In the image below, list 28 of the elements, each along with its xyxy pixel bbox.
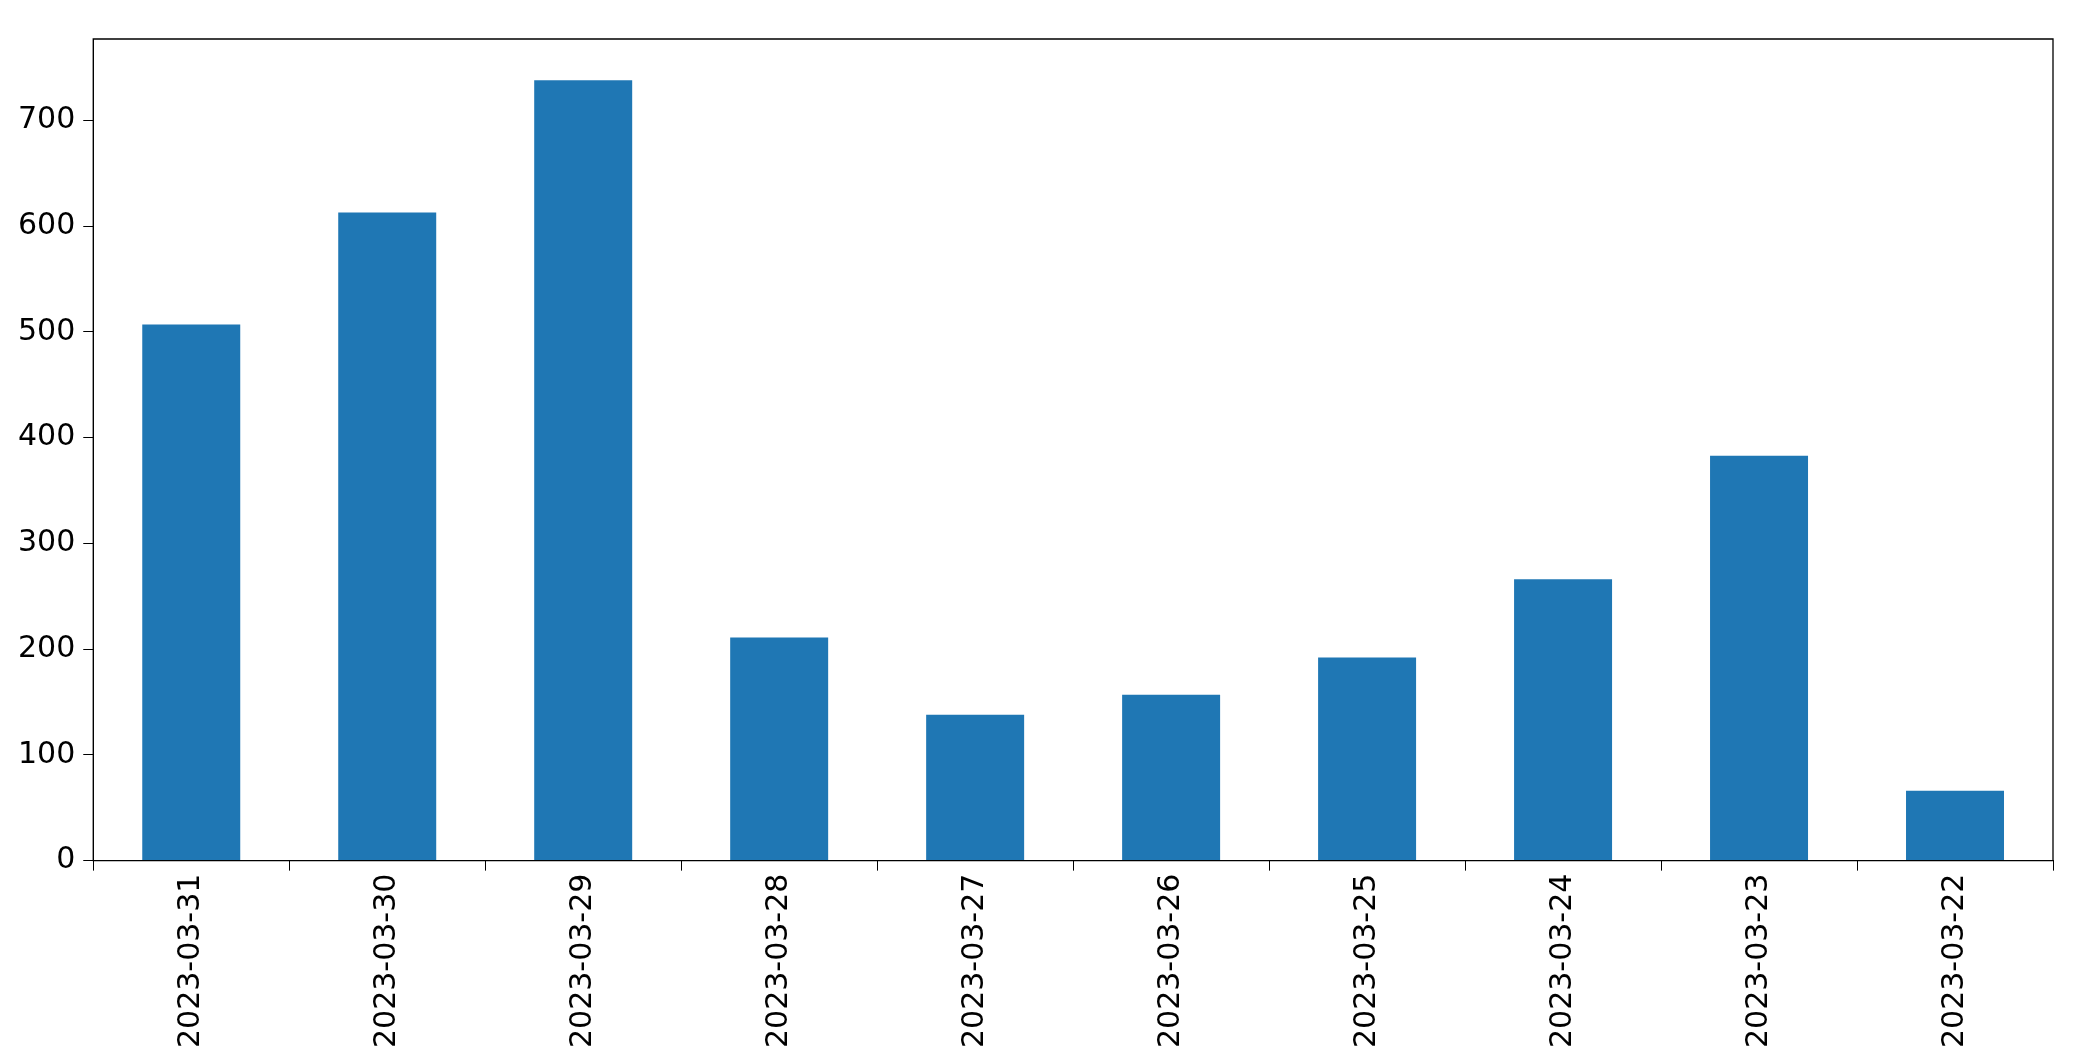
x-tick-label: 2023-03-31	[171, 873, 207, 1049]
bar	[142, 324, 241, 861]
x-tick-label: 2023-03-29	[562, 873, 598, 1049]
y-tick-label: 0	[56, 840, 76, 876]
bar	[1710, 455, 1809, 861]
bar	[926, 714, 1025, 861]
x-tick-label: 2023-03-22	[1934, 873, 1970, 1049]
bar	[338, 212, 437, 861]
bar	[1906, 790, 2005, 861]
y-tick-label: 400	[18, 417, 76, 453]
x-tick-label: 2023-03-30	[367, 873, 403, 1049]
y-tick-label: 700	[18, 100, 76, 136]
bar	[1318, 657, 1417, 861]
x-tick-label: 2023-03-27	[954, 873, 990, 1049]
y-tick-label: 600	[18, 205, 76, 241]
y-tick-label: 100	[18, 734, 76, 770]
x-tick-label: 2023-03-26	[1150, 873, 1186, 1049]
y-tick-label: 500	[18, 311, 76, 347]
bar	[534, 80, 633, 861]
bar	[730, 637, 829, 861]
y-tick-label: 200	[18, 628, 76, 664]
x-tick-label: 2023-03-28	[758, 873, 794, 1049]
x-tick-label: 2023-03-25	[1346, 873, 1382, 1049]
x-tick-label: 2023-03-23	[1738, 873, 1774, 1049]
x-tick-label: 2023-03-24	[1542, 873, 1578, 1049]
y-tick-label: 300	[18, 523, 76, 559]
bar	[1514, 579, 1613, 861]
bar	[1122, 694, 1221, 861]
